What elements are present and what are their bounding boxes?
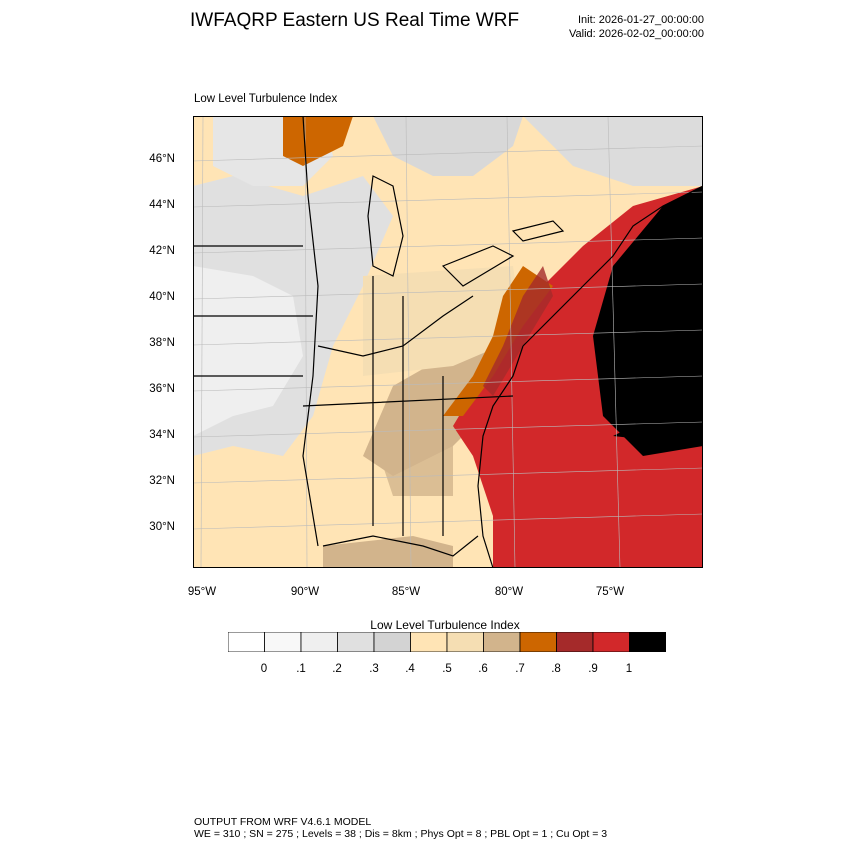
- lon-label: 75°W: [595, 586, 625, 598]
- turbulence-map: [193, 116, 703, 568]
- lat-label: 32°N: [149, 475, 175, 487]
- colorbar-label: .5: [442, 663, 452, 675]
- colorbar-title: Low Level Turbulence Index: [370, 618, 520, 632]
- gulf-coastline: [322, 535, 479, 557]
- ocean-black-zone: [593, 186, 703, 456]
- lake-michigan: [367, 175, 404, 277]
- colorbar-label: 0: [260, 663, 268, 675]
- model-info: OUTPUT FROM WRF V4.6.1 MODEL WE = 310 ; …: [194, 816, 607, 840]
- colorbar-label: 1: [625, 663, 633, 675]
- colorbar-label: .4: [405, 663, 415, 675]
- upper-peninsula-orange: [283, 116, 353, 166]
- colorbar-label: .8: [551, 663, 561, 675]
- lat-label: 44°N: [149, 199, 175, 211]
- gulf-coast-tan: [323, 536, 453, 568]
- west-white-zone: [193, 266, 303, 436]
- lake-erie: [441, 245, 515, 287]
- southeast-coastline: [477, 345, 524, 568]
- colorbar: [228, 632, 666, 652]
- lon-label: 95°W: [187, 586, 217, 598]
- lat-label: 40°N: [149, 291, 175, 303]
- lat-label: 38°N: [149, 337, 175, 349]
- lat-label: 46°N: [149, 153, 175, 165]
- colorbar-label: .3: [369, 663, 379, 675]
- lon-label: 80°W: [494, 586, 524, 598]
- colorbar-swatch: [410, 632, 448, 652]
- model-info-line1: OUTPUT FROM WRF V4.6.1 MODEL: [194, 816, 372, 828]
- lat-label: 30°N: [149, 521, 175, 533]
- map-frame: [193, 116, 703, 568]
- model-info-line2: WE = 310 ; SN = 275 ; Levels = 38 ; Dis …: [194, 828, 608, 840]
- colorbar-swatch: [592, 632, 630, 652]
- colorbar-label: .2: [332, 663, 342, 675]
- init-time: Init: 2026-01-27_00:00:00: [578, 14, 704, 26]
- colorbar-swatch: [300, 632, 338, 652]
- ontario-gray-zone: [373, 116, 523, 176]
- boundaries: [193, 116, 703, 568]
- colorbar-label: .7: [515, 663, 525, 675]
- colorbar-swatch: [519, 632, 557, 652]
- colorbar-swatch: [264, 632, 302, 652]
- colorbar-swatch: [629, 632, 666, 652]
- black-tongue-east: [613, 416, 703, 446]
- lat-label: 34°N: [149, 429, 175, 441]
- colorbar-swatch: [446, 632, 484, 652]
- coastal-brown-band: [483, 266, 553, 396]
- lon-label: 85°W: [391, 586, 421, 598]
- colorbar-label: .1: [296, 663, 306, 675]
- northeast-gray-zone: [523, 116, 703, 186]
- map-subtitle: Low Level Turbulence Index: [194, 93, 338, 105]
- colorbar-swatch: [337, 632, 375, 652]
- graticule: [193, 116, 703, 568]
- colorbar-label: .9: [588, 663, 598, 675]
- lon-label: 90°W: [290, 586, 320, 598]
- colorbar-swatch: [483, 632, 521, 652]
- colorbar-swatch: [556, 632, 594, 652]
- plot-title: IWFAQRP Eastern US Real Time WRF: [190, 10, 520, 31]
- lake-ontario: [511, 220, 565, 242]
- valid-time: Valid: 2026-02-02_00:00:00: [569, 28, 704, 40]
- colorbar-swatch: [228, 632, 265, 652]
- colorbar-swatch: [373, 632, 411, 652]
- georgia-tan-zone: [373, 436, 453, 496]
- coastline: [522, 185, 703, 347]
- lat-label: 42°N: [149, 245, 175, 257]
- lat-label: 36°N: [149, 383, 175, 395]
- state-lines: [193, 245, 514, 536]
- mississippi-river: [302, 116, 319, 547]
- colorbar-label: .6: [478, 663, 488, 675]
- run-times: Init: 2026-01-27_00:00:00 Valid: 2026-02…: [569, 13, 704, 41]
